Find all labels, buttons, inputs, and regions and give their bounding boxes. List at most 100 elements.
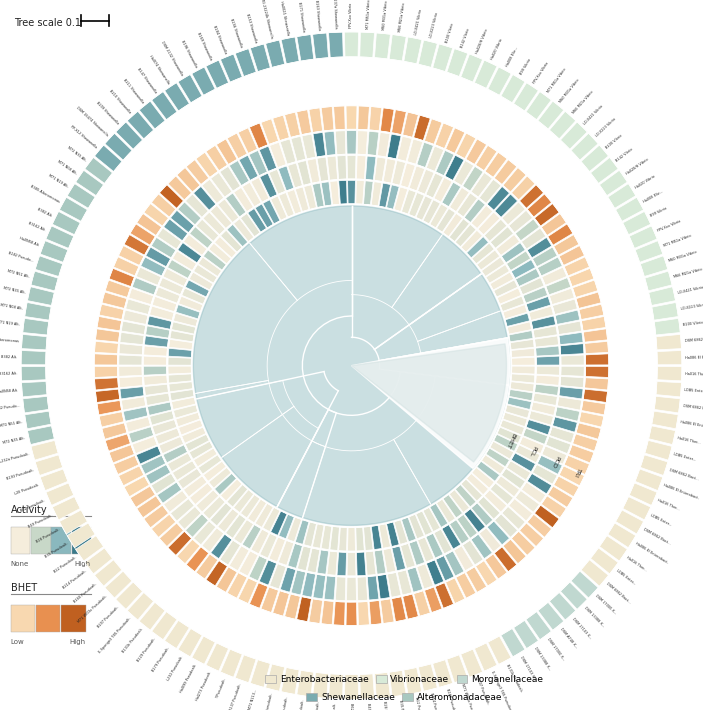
Polygon shape: [463, 166, 483, 191]
Polygon shape: [454, 160, 474, 185]
Polygon shape: [569, 444, 594, 463]
Text: Ha016 Ther...: Ha016 Ther...: [657, 498, 680, 512]
Polygon shape: [347, 155, 356, 179]
Polygon shape: [247, 499, 266, 523]
Polygon shape: [389, 35, 406, 61]
Polygon shape: [210, 503, 232, 526]
Polygon shape: [640, 455, 668, 476]
Text: B193 Pseudoalt.: B193 Pseudoalt.: [314, 701, 321, 710]
Polygon shape: [523, 428, 548, 444]
Polygon shape: [94, 354, 117, 365]
Polygon shape: [561, 355, 584, 365]
Polygon shape: [485, 554, 507, 579]
Text: B179 Pseudoalt.: B179 Pseudoalt.: [151, 647, 170, 673]
Polygon shape: [196, 490, 219, 512]
Text: LD-V223 Vibrio: LD-V223 Vibrio: [430, 12, 439, 38]
Polygon shape: [549, 288, 574, 305]
Text: LDB5 Enter...: LDB5 Enter...: [616, 569, 636, 586]
Text: B28 Pseudoalt.: B28 Pseudoalt.: [35, 528, 60, 545]
Polygon shape: [560, 122, 587, 149]
Polygon shape: [392, 596, 406, 622]
Text: Ha008 Eliz...: Ha008 Eliz...: [505, 47, 519, 68]
Polygon shape: [472, 467, 494, 488]
Polygon shape: [297, 35, 314, 61]
Polygon shape: [500, 420, 524, 435]
Polygon shape: [557, 397, 581, 410]
Polygon shape: [375, 33, 390, 59]
Polygon shape: [569, 268, 594, 287]
Polygon shape: [317, 157, 329, 182]
Polygon shape: [132, 278, 157, 295]
Polygon shape: [97, 400, 122, 415]
Polygon shape: [25, 302, 51, 320]
Polygon shape: [494, 160, 517, 185]
Polygon shape: [183, 234, 207, 256]
Polygon shape: [363, 526, 373, 550]
Text: B28 Pseudoalt.: B28 Pseudoalt.: [382, 701, 388, 710]
Polygon shape: [413, 115, 430, 141]
Text: Ha016 Ther...: Ha016 Ther...: [625, 556, 647, 572]
Polygon shape: [179, 296, 203, 312]
Text: B35 Pseudoalt.: B35 Pseudoalt.: [398, 699, 406, 710]
Polygon shape: [52, 496, 80, 520]
Polygon shape: [555, 407, 580, 421]
Polygon shape: [151, 194, 176, 217]
Polygon shape: [168, 366, 191, 374]
Polygon shape: [640, 256, 668, 276]
Text: M71 WO3x Pseudoalt.: M71 WO3x Pseudoalt.: [460, 683, 477, 710]
Polygon shape: [443, 214, 463, 236]
Polygon shape: [446, 578, 465, 604]
Polygon shape: [503, 413, 527, 427]
Polygon shape: [652, 411, 678, 429]
Polygon shape: [143, 356, 167, 365]
Polygon shape: [172, 397, 195, 410]
Polygon shape: [485, 152, 507, 178]
Polygon shape: [97, 317, 122, 331]
Text: B153 Shewanella: B153 Shewanella: [245, 13, 258, 43]
Polygon shape: [193, 187, 216, 210]
Text: B182 Pseudo...: B182 Pseudo...: [0, 404, 20, 412]
Polygon shape: [445, 155, 464, 180]
Polygon shape: [31, 440, 58, 460]
Polygon shape: [182, 427, 206, 443]
Polygon shape: [307, 158, 320, 183]
Polygon shape: [260, 533, 277, 558]
Polygon shape: [155, 428, 180, 444]
Polygon shape: [186, 194, 208, 217]
Polygon shape: [339, 527, 347, 551]
Polygon shape: [346, 602, 357, 626]
Polygon shape: [27, 287, 54, 305]
Polygon shape: [600, 170, 627, 196]
Polygon shape: [549, 592, 576, 620]
Polygon shape: [457, 193, 477, 217]
Bar: [11, 527, 30, 554]
Text: DSM 2132 Shewanella: DSM 2132 Shewanella: [160, 40, 184, 76]
Polygon shape: [623, 212, 651, 235]
Polygon shape: [151, 514, 176, 537]
Text: Ha0021 Shewanella: Ha0021 Shewanella: [278, 0, 290, 35]
Polygon shape: [581, 400, 606, 415]
Polygon shape: [435, 583, 453, 608]
Polygon shape: [471, 173, 492, 197]
Polygon shape: [514, 82, 538, 111]
Text: Y Pseudoalt.: Y Pseudoalt.: [216, 677, 228, 699]
Polygon shape: [417, 564, 433, 589]
Polygon shape: [189, 272, 213, 290]
Polygon shape: [261, 587, 278, 613]
Polygon shape: [403, 112, 418, 137]
Polygon shape: [321, 182, 332, 206]
Polygon shape: [211, 173, 232, 197]
Polygon shape: [478, 212, 500, 235]
Polygon shape: [486, 448, 510, 466]
Polygon shape: [397, 570, 412, 595]
Polygon shape: [576, 292, 601, 308]
Polygon shape: [172, 251, 197, 271]
Polygon shape: [313, 574, 325, 599]
Legend: Shewanellaceae, Alteromonadaceae: Shewanellaceae, Alteromonadaceae: [303, 689, 505, 706]
Polygon shape: [404, 667, 422, 694]
Polygon shape: [645, 271, 672, 291]
Polygon shape: [356, 180, 364, 204]
Polygon shape: [510, 382, 534, 392]
Polygon shape: [557, 321, 581, 334]
Polygon shape: [297, 596, 311, 622]
